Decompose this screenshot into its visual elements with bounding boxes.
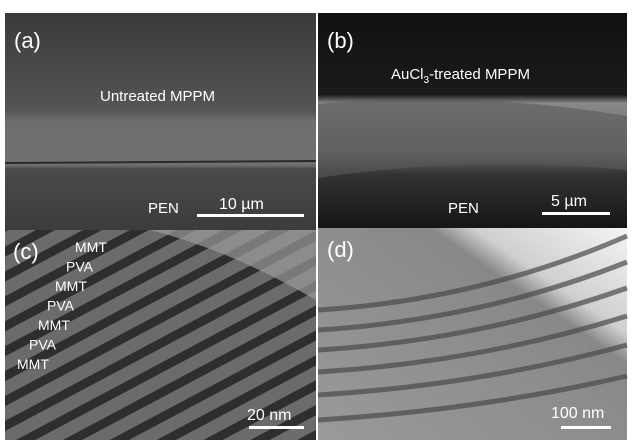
scale-bar-label: 20 nm bbox=[247, 407, 291, 424]
panel-label: (c) bbox=[13, 239, 39, 264]
layer-label: MMT bbox=[75, 239, 107, 255]
panel-d: (d) 100 nm bbox=[318, 228, 627, 440]
panel-c: (c) MMT PVA MMT PVA MMT PVA MMT 20 nm bbox=[5, 230, 316, 440]
sem-image bbox=[5, 13, 316, 230]
layer-label: MMT bbox=[38, 317, 70, 333]
scale-bar bbox=[561, 426, 611, 429]
scale-bar-label: 5 µm bbox=[551, 193, 587, 210]
scale-bar-label: 100 nm bbox=[551, 405, 604, 422]
layer-label: PVA bbox=[47, 298, 75, 314]
layer-label: MMT bbox=[55, 278, 87, 294]
scale-bar bbox=[249, 426, 304, 429]
panel-a: (a) Untreated MPPM PEN 10 µm bbox=[5, 13, 316, 230]
layer-label: PVA bbox=[66, 259, 94, 275]
caption: Untreated MPPM bbox=[100, 88, 215, 105]
layer-label: PVA bbox=[29, 337, 57, 353]
scale-bar bbox=[197, 214, 304, 217]
page: (a) Untreated MPPM PEN 10 µm (b) AuCl3-t… bbox=[0, 0, 634, 444]
scale-bar bbox=[542, 212, 610, 215]
substrate-label: PEN bbox=[148, 200, 179, 217]
caption-part: -treated MPPM bbox=[429, 66, 530, 83]
panel-label: (b) bbox=[327, 28, 354, 53]
scale-bar-label: 10 µm bbox=[219, 196, 264, 213]
panel-label: (a) bbox=[14, 28, 41, 53]
caption-part: AuCl bbox=[391, 66, 424, 83]
panel-label: (d) bbox=[327, 237, 354, 262]
figure: (a) Untreated MPPM PEN 10 µm (b) AuCl3-t… bbox=[0, 0, 634, 444]
layer-label: MMT bbox=[17, 356, 49, 372]
panel-b: (b) AuCl3-treated MPPM PEN 5 µm bbox=[318, 13, 627, 228]
substrate-label: PEN bbox=[448, 200, 479, 217]
